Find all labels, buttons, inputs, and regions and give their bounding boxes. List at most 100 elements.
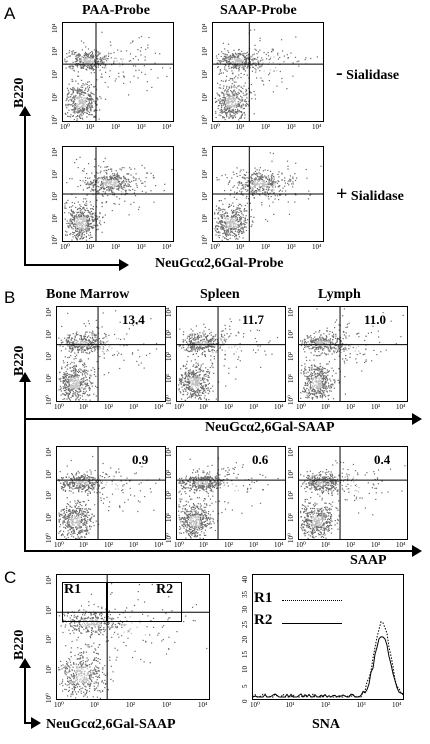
- scatter-plot: [56, 306, 166, 402]
- tick-label: 10¹: [201, 92, 209, 102]
- panel-c-letter: C: [4, 568, 17, 587]
- gate-r1: [62, 582, 108, 622]
- tick-label: 10⁰: [174, 403, 184, 411]
- tick-label: 10¹: [85, 123, 95, 131]
- scatter-plot: [212, 22, 324, 122]
- tick-label: 10³: [249, 403, 259, 411]
- tick-label: 10⁰: [60, 123, 70, 131]
- panel-a-x-axis-label: NeuGcα2,6Gal-Probe: [155, 256, 284, 271]
- tick-label: 10²: [201, 69, 209, 79]
- tick-label: 10¹: [235, 123, 245, 131]
- tick-label: 10¹: [287, 373, 295, 383]
- tick-label: 10¹: [79, 403, 89, 411]
- panel-b-x-axis-bottom-line: [24, 550, 414, 552]
- tick-label: 10⁴: [396, 403, 406, 411]
- tick-label: 10⁰: [296, 541, 306, 549]
- tick-label: 10²: [261, 123, 271, 131]
- tick-label: 10¹: [51, 92, 59, 102]
- tick-label: 10¹: [199, 541, 209, 549]
- tick-label: 10³: [165, 329, 173, 339]
- tick-label: 10⁰: [54, 701, 64, 709]
- tick-label: 25: [241, 621, 249, 628]
- tick-label: 20: [241, 636, 249, 643]
- scatter-plot: [298, 446, 408, 540]
- panel-b-x-axis-top-label: NeuGcα2,6Gal-SAAP: [205, 420, 335, 435]
- gate-r1-label: R1: [64, 582, 82, 597]
- tick-label: 10⁴: [51, 147, 59, 157]
- panel-a-y-axis-line: [24, 114, 26, 266]
- tick-label: 10³: [162, 701, 172, 709]
- tick-label: 10⁰: [250, 701, 260, 709]
- tick-label: 10²: [111, 123, 121, 131]
- tick-label: 10⁴: [154, 541, 164, 549]
- tick-label: 10¹: [90, 701, 100, 709]
- tick-label: 10²: [45, 490, 53, 500]
- tick-label: 10³: [286, 243, 296, 251]
- tick-label: 10³: [356, 701, 366, 709]
- tick-label: 10⁴: [201, 147, 209, 157]
- tick-label: 10⁰: [210, 243, 220, 251]
- tick-label: 10²: [45, 351, 53, 361]
- tick-label: 10²: [45, 634, 53, 644]
- legend-r1-line: [282, 600, 342, 601]
- tick-label: 10⁴: [201, 23, 209, 33]
- tick-label: 10¹: [45, 512, 53, 522]
- tick-label: 10⁴: [51, 23, 59, 33]
- tick-label: 10²: [224, 541, 234, 549]
- tick-label: 10¹: [287, 512, 295, 522]
- tick-label: 10²: [346, 403, 356, 411]
- tick-label: 10²: [287, 351, 295, 361]
- tick-label: 10³: [51, 46, 59, 56]
- scatter-plot: [298, 306, 408, 402]
- tick-label: 10⁰: [54, 541, 64, 549]
- tick-label: 30: [241, 606, 249, 613]
- tick-label: 10⁴: [198, 701, 208, 709]
- minus-sign: -: [336, 62, 343, 84]
- panel-a-letter: A: [4, 4, 16, 23]
- tick-label: 10²: [346, 541, 356, 549]
- tick-label: 10³: [45, 469, 53, 479]
- tick-label: 10⁴: [154, 403, 164, 411]
- tick-label: 10¹: [85, 243, 95, 251]
- tick-label: 10³: [249, 541, 259, 549]
- tick-label: 10¹: [285, 701, 295, 709]
- tick-label: 10⁴: [396, 541, 406, 549]
- tick-label: 10²: [287, 490, 295, 500]
- panel-a-y-axis-arrow: [19, 106, 31, 116]
- tick-label: 10²: [111, 243, 121, 251]
- tick-label: 10¹: [51, 213, 59, 223]
- tick-label: 5: [241, 684, 249, 689]
- tick-label: 10⁰: [287, 533, 295, 543]
- tick-label: 10¹: [165, 512, 173, 522]
- tick-label: 10³: [129, 403, 139, 411]
- percentage-label: 11.7: [242, 312, 265, 327]
- tick-label: 10¹: [321, 541, 331, 549]
- scatter-plot-gated: [56, 574, 210, 700]
- plus-sign: +: [336, 183, 348, 205]
- tick-label: 10²: [321, 701, 331, 709]
- tick-label: 10²: [126, 701, 136, 709]
- tick-label: 10⁴: [45, 307, 53, 317]
- panel-c-y-axis-label: B220: [12, 629, 27, 660]
- panel-a-title-saap: SAAP-Probe: [220, 3, 297, 18]
- tick-label: 10⁰: [210, 123, 220, 131]
- tick-label: 10²: [224, 403, 234, 411]
- legend-r2-line: [282, 623, 342, 624]
- panel-c-y-axis-arrow: [19, 658, 31, 668]
- tick-label: 35: [241, 591, 249, 598]
- tick-label: 10³: [371, 541, 381, 549]
- tick-label: 10⁴: [45, 575, 53, 585]
- tick-label: 10²: [201, 191, 209, 201]
- gate-r2-label: R2: [156, 582, 174, 597]
- tick-label: 10⁴: [312, 123, 322, 131]
- panel-b-title-bone-marrow: Bone Marrow: [46, 287, 130, 302]
- panel-a-title-paa: PAA-Probe: [82, 3, 150, 18]
- tick-label: 10⁴: [45, 447, 53, 457]
- tick-label: 10⁰: [51, 235, 59, 245]
- tick-label: 10⁴: [312, 243, 322, 251]
- tick-label: 10¹: [321, 403, 331, 411]
- tick-label: 10⁰: [45, 533, 53, 543]
- tick-label: 10¹: [79, 541, 89, 549]
- tick-label: 10⁰: [165, 395, 173, 405]
- scatter-plot: [62, 146, 174, 242]
